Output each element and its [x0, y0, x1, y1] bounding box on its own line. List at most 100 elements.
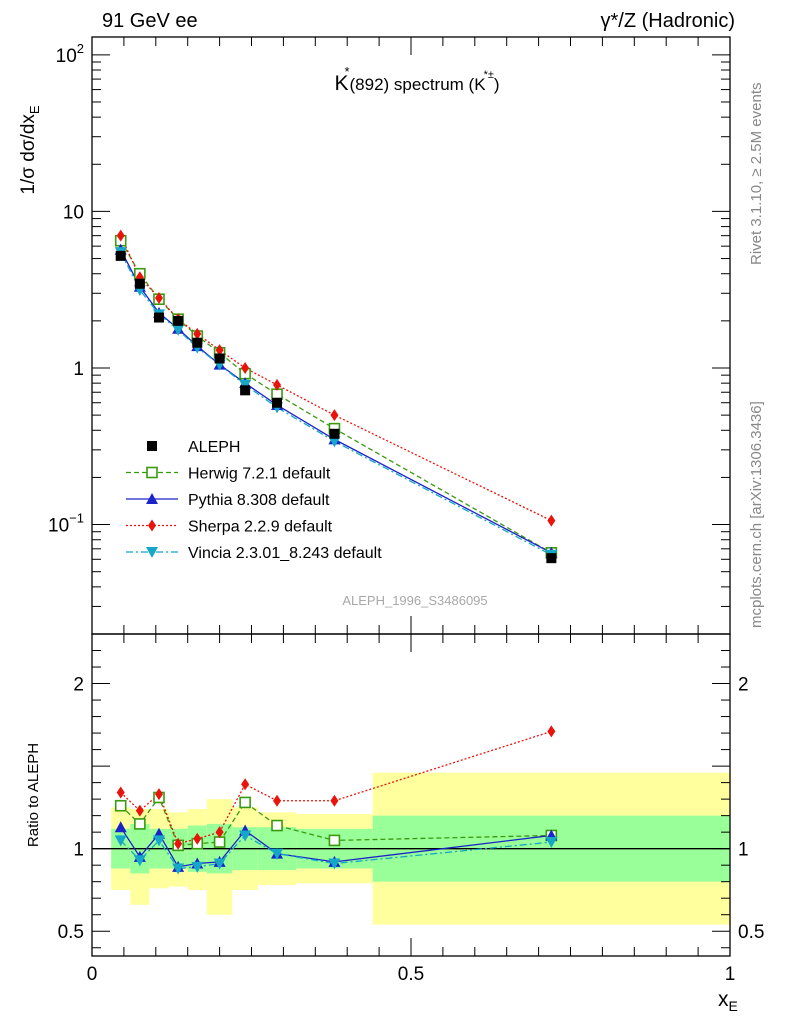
series-line-3	[120, 251, 552, 556]
legend-marker-3	[148, 519, 156, 532]
series-2-point-9	[547, 514, 556, 527]
ratio-line-1	[120, 826, 552, 868]
ratio-y-tick-label-right-1: 1	[738, 840, 749, 861]
x-axis-label-sub: E	[729, 998, 738, 1014]
x-tick-label-2: 1	[725, 964, 736, 985]
series-3-point-8	[328, 436, 341, 448]
chart-title: K*(892) spectrum (K*±)	[334, 64, 499, 95]
title-close: )	[494, 75, 500, 94]
ratio-3-point-5	[213, 858, 226, 870]
data-point-9	[546, 553, 557, 564]
mcplots-label: mcplots.cern.ch [arXiv:1306.3436]	[748, 401, 765, 628]
ratio-3-point-3	[172, 863, 185, 875]
ratio-2-point-6	[241, 778, 250, 791]
ratio-2-point-4	[193, 832, 202, 845]
series-2-point-8	[330, 409, 339, 422]
y-tick-label-exp-0: −1	[69, 511, 84, 526]
series-2-point-6	[241, 361, 250, 374]
x-axis-label: xE	[718, 988, 738, 1014]
data-point-4	[192, 337, 203, 348]
ratio-3-point-7	[271, 848, 284, 860]
y-axis-label: 1/σ dσ/dxE	[18, 105, 42, 195]
series-2-point-5	[215, 344, 224, 357]
series-line-2	[120, 235, 552, 522]
legend-label-3: Sherpa 2.2.9 default	[188, 519, 333, 536]
ratio-2-point-3	[174, 837, 183, 850]
series-2-point-2	[154, 291, 163, 304]
ratio-2-point-7	[273, 794, 282, 807]
ratio-2-point-5	[215, 826, 224, 839]
ratio-2-point-0	[116, 786, 125, 799]
data-point-8	[329, 428, 340, 439]
ratio-3-point-2	[152, 835, 165, 847]
series-2-point-4	[193, 327, 202, 340]
series-line-1	[120, 249, 552, 554]
x-tick-label-1: 0.5	[398, 964, 424, 985]
ratio-1-point-0	[114, 821, 127, 833]
title-sup: *	[344, 64, 349, 79]
ratio-y-tick-label-right-0: 0.5	[738, 922, 764, 943]
data-point-0	[115, 250, 126, 261]
ratio-0-point-8	[328, 834, 341, 847]
y-axis-label-sub: E	[27, 105, 42, 114]
header-right: γ*/Z (Hadronic)	[601, 10, 735, 32]
legend-marker-4	[146, 547, 158, 558]
ratio-line-0	[120, 796, 552, 847]
y-tick-label-1: 1	[73, 359, 84, 380]
title-sub: (892) spectrum (K	[350, 75, 487, 94]
data-point-6	[240, 385, 251, 396]
x-axis-label-main: x	[718, 988, 729, 1011]
ratio-3-point-8	[328, 858, 341, 870]
y-tick-label-base-3: 10	[56, 46, 77, 67]
series-3-point-3	[172, 324, 185, 336]
legend-label-1: Herwig 7.2.1 default	[188, 466, 331, 483]
analysis-watermark: ALEPH_1996_S3486095	[342, 593, 487, 608]
ratio-axis-label: Ratio to ALEPH	[25, 743, 42, 847]
title-main: K	[334, 72, 348, 95]
series-2-point-0	[116, 229, 125, 242]
data-point-5	[214, 353, 225, 364]
legend-label-4: Vincia 2.3.01_8.243 default	[188, 545, 382, 562]
data-point-2	[153, 312, 164, 323]
ratio-0-point-0	[114, 799, 127, 812]
legend-label-2: Pythia 8.308 default	[188, 492, 330, 509]
ratio-uncertainty-bands	[92, 772, 730, 925]
ratio-3-point-4	[191, 861, 204, 873]
y-tick-label-3: 102	[56, 41, 84, 67]
y-tick-label-exp-3: 2	[77, 41, 84, 56]
title-sup2: *±	[484, 69, 494, 81]
ratio-line-3	[120, 834, 552, 870]
ratio-3-point-6	[239, 830, 252, 842]
rivet-label: Rivet 3.1.10, ≥ 2.5M events	[748, 83, 765, 266]
ratio-y-tick-label-right-2: 2	[738, 675, 749, 696]
y-axis-label-main: 1/σ dσ/dx	[18, 114, 39, 195]
ratio-2-point-8	[330, 794, 339, 807]
ratio-2-point-2	[154, 788, 163, 801]
data-point-7	[272, 397, 283, 408]
ratio-0-point-6	[239, 796, 251, 809]
ratio-0-point-1	[134, 818, 146, 830]
y-tick-label-2: 10	[63, 202, 84, 223]
ratio-y-tick-label-1: 1	[73, 840, 84, 861]
header-left: 91 GeV ee	[102, 10, 198, 32]
series-line-0	[120, 240, 552, 554]
ratio-3-point-9	[545, 837, 558, 849]
y-tick-label-base-0: 10	[48, 516, 69, 537]
series-2-point-7	[273, 378, 282, 391]
ratio-y-tick-label-2: 2	[73, 675, 84, 696]
ratio-3-point-1	[133, 855, 146, 867]
legend-marker-2	[146, 493, 158, 504]
legend-marker-0	[147, 441, 157, 451]
ratio-2-point-1	[135, 804, 144, 817]
ratio-line-2	[120, 730, 552, 845]
data-point-3	[173, 315, 184, 326]
series-curves	[120, 235, 552, 870]
legend: ALEPH Herwig 7.2.1 default Pythia 8.308 de…	[126, 439, 382, 562]
legend-label-0: ALEPH	[188, 439, 240, 456]
ratio-3-point-0	[114, 835, 127, 847]
x-tick-label-0: 0	[87, 964, 98, 985]
series-markers	[114, 229, 558, 875]
ratio-0-point-7	[271, 819, 283, 832]
